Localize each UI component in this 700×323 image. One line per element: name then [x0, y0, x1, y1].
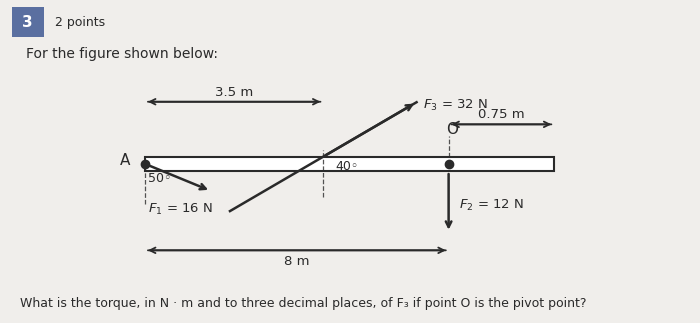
Text: 3.5 m: 3.5 m — [215, 86, 253, 99]
Text: What is the torque, in N · m and to three decimal places, of F₃ if point O is th: What is the torque, in N · m and to thre… — [20, 297, 587, 310]
Bar — [145, 157, 554, 171]
Text: 2 points: 2 points — [55, 16, 106, 29]
Text: 8 m: 8 m — [284, 255, 309, 268]
Text: $F_3$ = 32 N: $F_3$ = 32 N — [424, 98, 488, 113]
Text: A: A — [120, 153, 131, 168]
Bar — [12, 7, 43, 37]
Text: $F_2$ = 12 N: $F_2$ = 12 N — [458, 198, 524, 213]
Text: 40◦: 40◦ — [335, 160, 358, 173]
Text: $F_1$ = 16 N: $F_1$ = 16 N — [148, 202, 214, 217]
Text: O: O — [446, 122, 458, 137]
Text: 0.75 m: 0.75 m — [478, 108, 525, 121]
Text: 3: 3 — [22, 15, 33, 30]
Text: 50◦: 50◦ — [148, 172, 172, 185]
Text: For the figure shown below:: For the figure shown below: — [27, 47, 218, 61]
